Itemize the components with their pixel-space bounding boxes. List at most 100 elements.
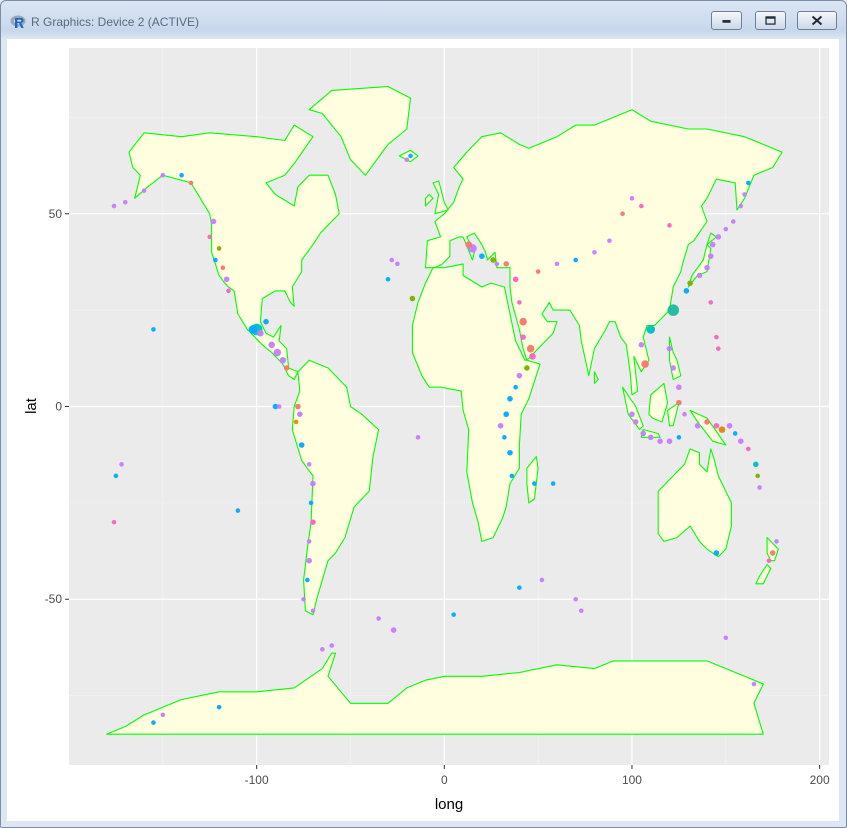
title-bar[interactable]: R Graphics: Device 2 (ACTIVE) xyxy=(1,1,846,39)
y-axis: -50 0 50 xyxy=(45,207,69,606)
land-new-zealand xyxy=(755,537,779,585)
quake-point xyxy=(667,304,680,316)
quake-point xyxy=(310,480,316,487)
quake-point xyxy=(573,257,578,263)
quake-point xyxy=(301,596,306,602)
quake-point xyxy=(494,261,500,267)
quake-point xyxy=(306,539,312,544)
quake-point xyxy=(629,411,635,418)
land-south-america xyxy=(291,359,380,616)
quake-point xyxy=(707,253,714,259)
quake-point xyxy=(507,449,513,456)
quake-point xyxy=(714,334,719,340)
quake-point xyxy=(479,253,485,259)
quake-point xyxy=(248,325,258,334)
maximize-icon xyxy=(765,16,776,25)
quake-point xyxy=(696,272,703,279)
quake-point xyxy=(310,519,316,525)
quake-point xyxy=(535,269,541,274)
quake-point xyxy=(113,473,119,479)
quake-point xyxy=(297,411,303,418)
x-tick-label: 0 xyxy=(441,773,448,787)
quake-point xyxy=(640,430,647,437)
x-axis: -100 0 100 200 xyxy=(245,765,830,787)
quake-point xyxy=(273,348,282,357)
quake-point xyxy=(646,325,656,334)
quake-point xyxy=(676,435,682,440)
quake-point xyxy=(310,608,316,614)
quake-point xyxy=(639,203,644,209)
y-axis-title: lat xyxy=(23,397,40,414)
quake-point xyxy=(517,300,522,305)
quake-point xyxy=(390,627,397,633)
land-antarctica xyxy=(105,652,764,735)
quake-point xyxy=(670,365,677,371)
quake-point xyxy=(676,399,682,406)
quake-point xyxy=(742,192,747,197)
quake-point xyxy=(409,295,416,302)
quake-point xyxy=(509,473,515,479)
quake-point xyxy=(226,288,231,294)
quake-point xyxy=(306,462,312,467)
quake-point xyxy=(715,346,721,351)
quake-point xyxy=(119,462,124,467)
quake-point xyxy=(757,485,762,490)
quake-point xyxy=(395,261,400,267)
land-madagascar xyxy=(526,456,539,504)
quake-point xyxy=(607,238,612,244)
quake-point xyxy=(385,276,391,282)
quake-point xyxy=(723,635,729,641)
quake-point xyxy=(213,257,218,263)
quake-point xyxy=(694,422,701,429)
quake-point xyxy=(726,422,733,429)
quake-point xyxy=(718,426,726,433)
quake-point xyxy=(746,180,751,186)
land-africa xyxy=(411,263,541,542)
quake-point xyxy=(263,318,269,325)
quake-point xyxy=(210,218,217,225)
quake-point xyxy=(306,557,312,564)
quake-point xyxy=(268,341,275,349)
quake-point xyxy=(216,246,222,251)
quake-point xyxy=(738,203,744,209)
quake-point xyxy=(272,403,279,410)
x-axis-title: long xyxy=(435,796,463,813)
land-australia xyxy=(657,448,732,558)
quake-point xyxy=(465,241,473,248)
quake-point xyxy=(223,276,230,283)
minimize-button[interactable] xyxy=(711,11,742,30)
land-sri-lanka xyxy=(593,371,599,384)
land-greenland xyxy=(308,85,412,176)
quake-point xyxy=(279,356,287,364)
quake-point xyxy=(554,261,560,267)
quake-point xyxy=(308,500,314,506)
quake-point xyxy=(526,344,535,353)
quake-point xyxy=(220,265,226,271)
quake-point xyxy=(713,422,720,429)
quake-point xyxy=(774,539,779,544)
x-tick-label: 200 xyxy=(810,773,830,787)
quake-point xyxy=(620,211,625,217)
maximize-button[interactable] xyxy=(755,11,786,30)
quake-point xyxy=(755,473,760,479)
quake-point xyxy=(738,438,744,444)
quake-point xyxy=(709,241,716,248)
close-button[interactable] xyxy=(797,11,837,30)
quake-point xyxy=(592,250,597,255)
quake-point xyxy=(647,434,654,441)
quake-point xyxy=(513,384,518,390)
x-tick-label: -100 xyxy=(245,773,269,787)
quake-point xyxy=(151,327,156,332)
quake-point xyxy=(676,384,682,391)
r-logo-icon xyxy=(10,15,26,28)
quake-point xyxy=(715,234,722,240)
quake-point xyxy=(746,446,751,452)
quake-point xyxy=(666,345,673,352)
quake-point xyxy=(257,329,264,337)
quake-point xyxy=(408,153,413,159)
quake-point xyxy=(507,395,513,402)
quake-point xyxy=(766,558,772,563)
plot-area: -50 0 50 -100 0 100 200 long lat xyxy=(7,39,839,821)
quake-point xyxy=(723,226,729,232)
quake-point xyxy=(532,481,537,486)
